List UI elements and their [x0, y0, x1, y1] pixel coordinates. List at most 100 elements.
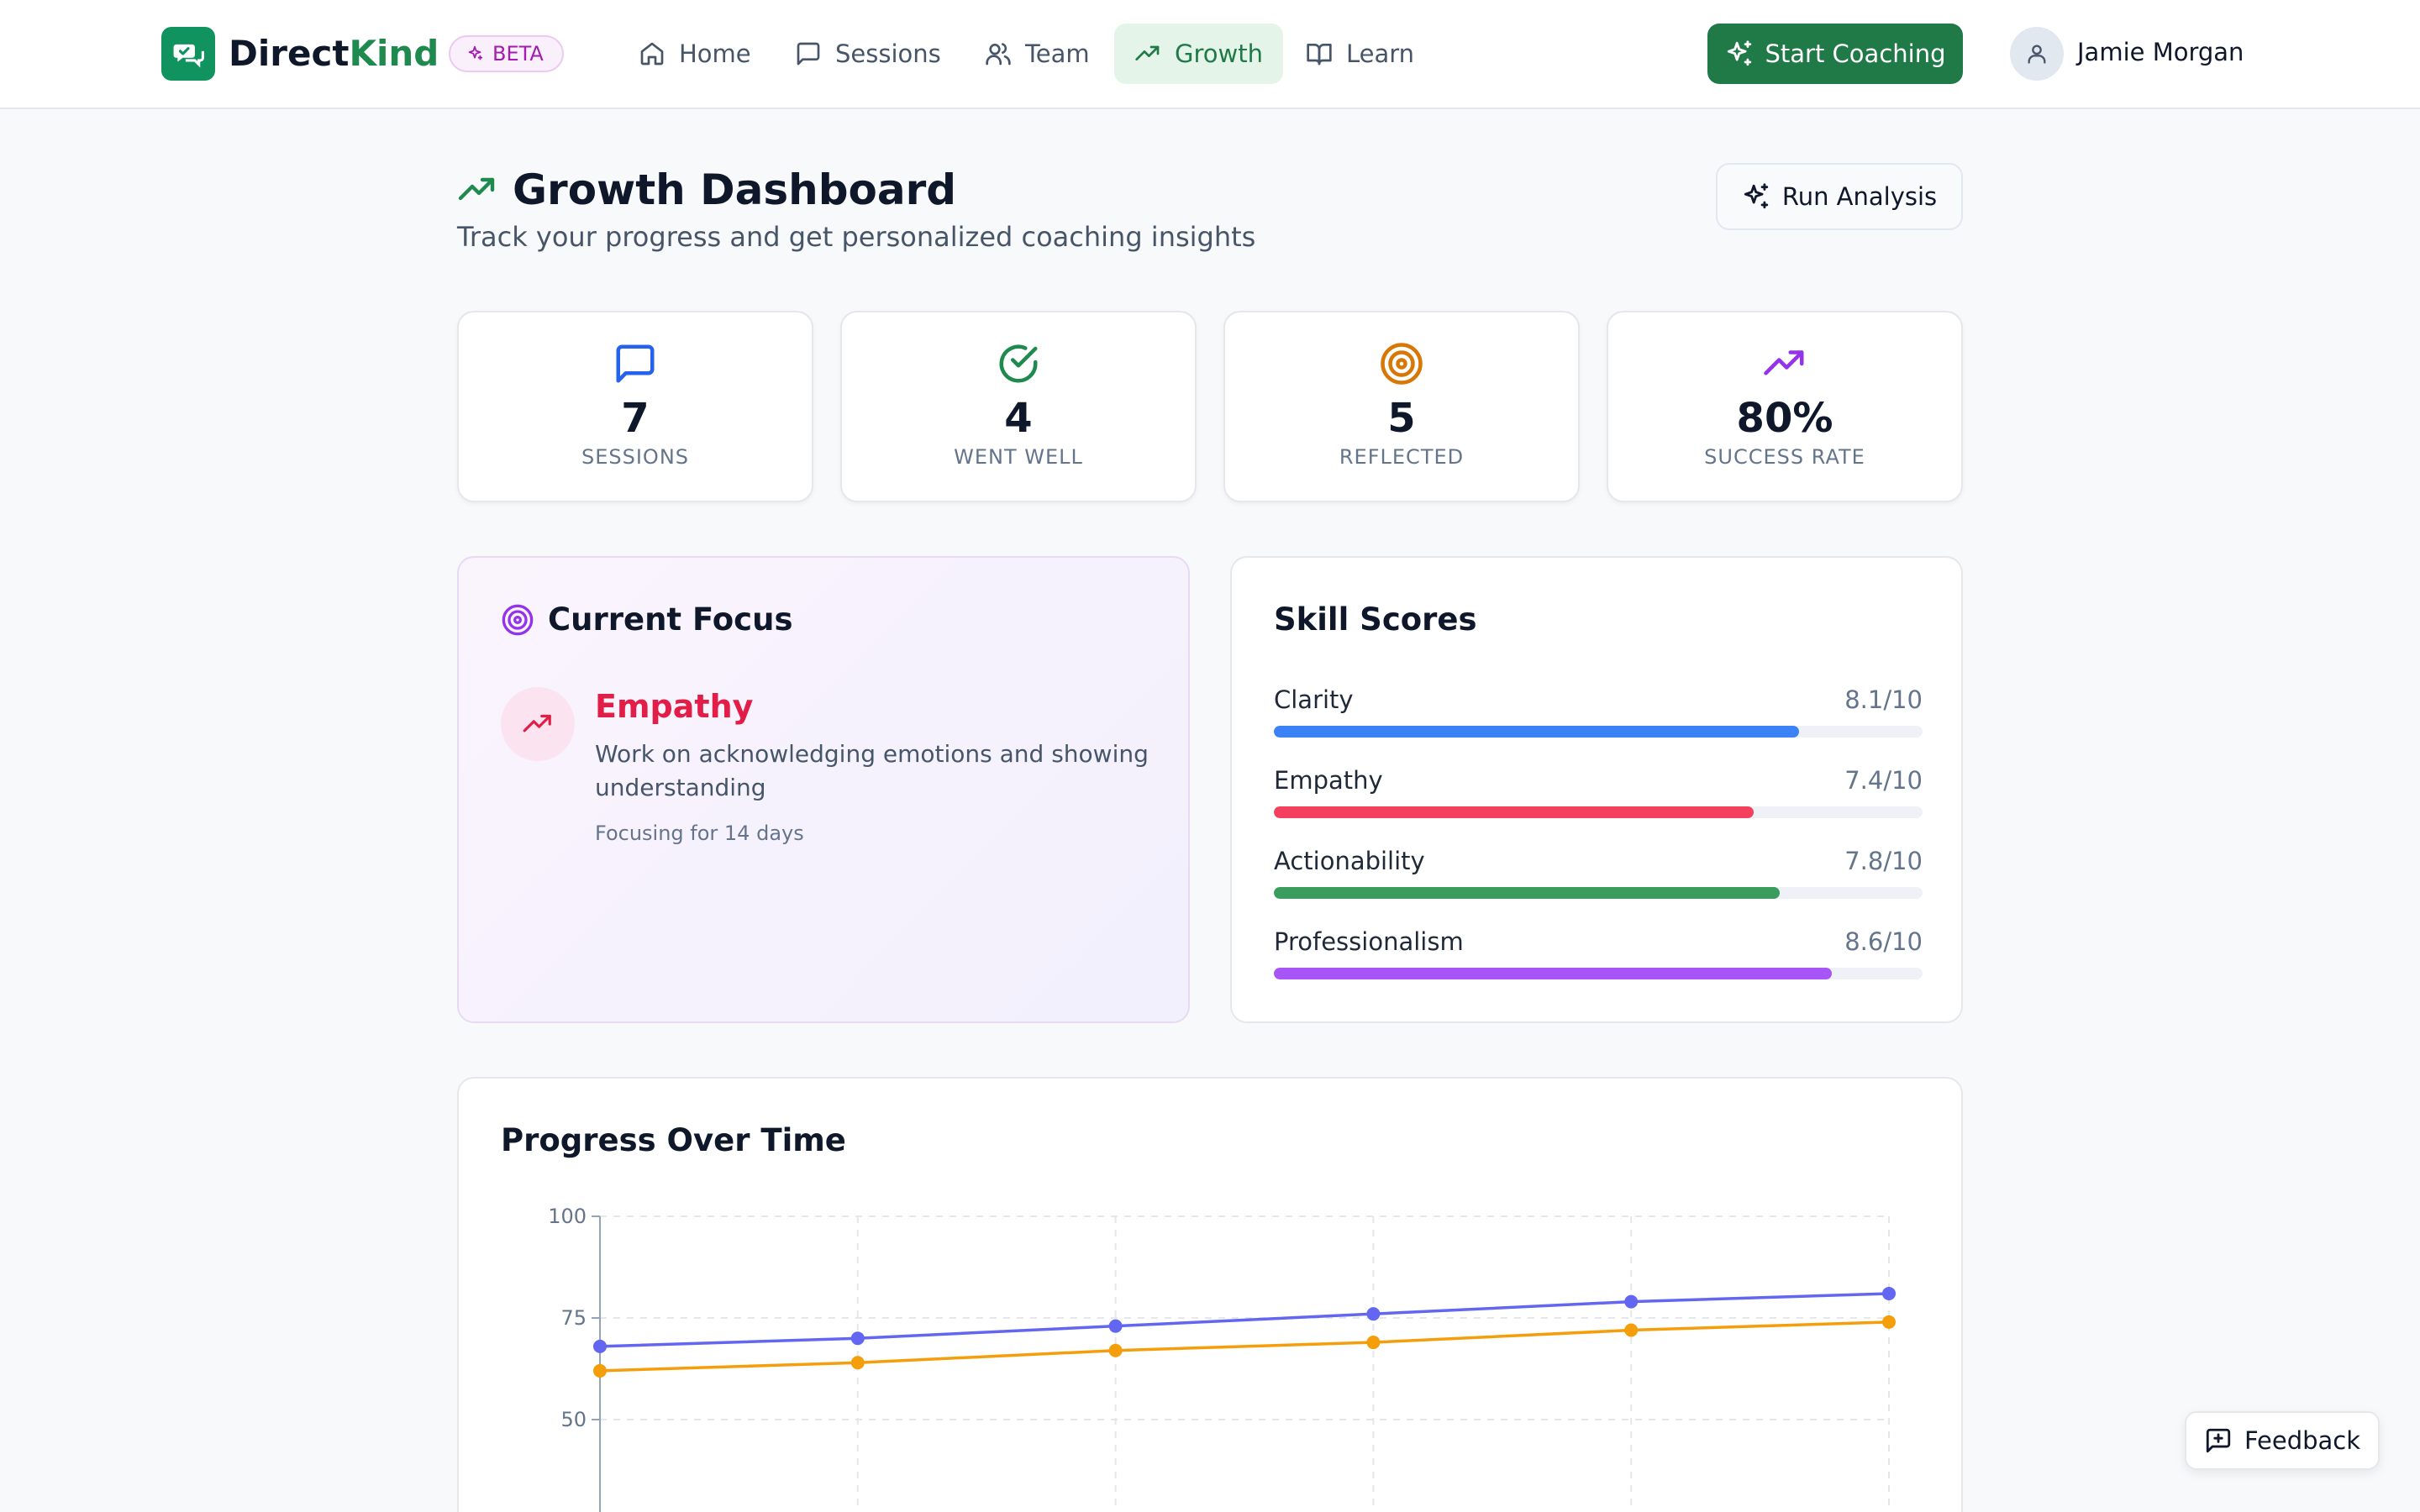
skill-score: 8.1/10 — [1844, 685, 1923, 714]
home-icon — [640, 42, 664, 66]
stat-value: 5 — [1387, 395, 1416, 442]
target-icon — [1381, 343, 1423, 385]
stat-label: SESSIONS — [581, 445, 690, 469]
nav-item-team[interactable]: Team — [965, 24, 1110, 84]
skill-row-empathy: Empathy 7.4/10 — [1274, 764, 1923, 818]
stat-card-success-rate: 80% SUCCESS RATE — [1607, 311, 1963, 502]
skill-row-actionability: Actionability 7.8/10 — [1274, 845, 1923, 899]
nav-label-growth: Growth — [1175, 39, 1263, 68]
skill-name: Empathy — [1274, 766, 1383, 795]
page-header: Growth Dashboard — [457, 165, 956, 215]
skill-bar-track — [1274, 726, 1923, 738]
current-focus-card: Current Focus Empathy Work on acknowledg… — [457, 556, 1190, 1023]
brand-name-part2: Kind — [349, 33, 439, 74]
chart-point-series-1 — [1882, 1286, 1896, 1300]
chart-point-series-2 — [850, 1356, 865, 1370]
skill-bar-fill — [1274, 968, 1832, 979]
chart-series-line-2 — [599, 1320, 1890, 1373]
chart-title: Progress Over Time — [501, 1122, 846, 1158]
brand-name[interactable]: DirectKind — [229, 30, 439, 77]
card-title: Current Focus — [548, 601, 793, 638]
nav-label-sessions: Sessions — [835, 39, 941, 68]
skill-bar-fill — [1274, 887, 1781, 899]
focus-description: Work on acknowledging emotions and showi… — [595, 740, 1149, 801]
skill-score: 8.6/10 — [1844, 927, 1923, 956]
chart-y-tick-label: 50 — [560, 1408, 587, 1431]
target-icon — [502, 604, 534, 636]
progress-over-time-card: Progress Over Time 100 75 50 25 — [457, 1077, 1963, 1512]
nav-item-growth[interactable]: Growth — [1114, 24, 1283, 84]
chart-point-series-1 — [1108, 1319, 1123, 1333]
brand-name-part1: Direct — [229, 33, 350, 74]
stat-label: WENT WELL — [954, 445, 1083, 469]
skill-score: 7.8/10 — [1844, 847, 1923, 875]
skill-row-professionalism: Professionalism 8.6/10 — [1274, 926, 1923, 979]
message-square-icon — [616, 344, 655, 383]
feedback-label: Feedback — [2244, 1426, 2361, 1455]
chart-point-series-2 — [1108, 1343, 1123, 1357]
trending-up-icon — [1764, 350, 1804, 375]
chart-point-series-2 — [1624, 1323, 1639, 1337]
skill-name: Professionalism — [1274, 927, 1464, 956]
skill-row-clarity: Clarity 8.1/10 — [1274, 684, 1923, 738]
focus-duration: Focusing for 14 days — [595, 822, 804, 845]
skill-scores-card: Skill Scores Clarity 8.1/10 Empathy 7.4/… — [1230, 556, 1963, 1023]
nav-label-team: Team — [1025, 39, 1090, 68]
chart-y-tick-label: 25 — [560, 1509, 587, 1512]
chart-point-series-1 — [850, 1331, 865, 1346]
sparkles-icon — [468, 45, 483, 60]
sparkles-icon — [1727, 40, 1751, 66]
skill-score: 7.4/10 — [1844, 766, 1923, 795]
nav-item-learn[interactable]: Learn — [1286, 24, 1434, 84]
check-circle-icon — [999, 344, 1038, 383]
users-icon — [986, 43, 1011, 66]
user-name[interactable]: Jamie Morgan — [2077, 38, 2244, 66]
stat-value: 7 — [621, 395, 650, 442]
stat-label: SUCCESS RATE — [1704, 445, 1865, 469]
chart-point-series-1 — [593, 1339, 607, 1353]
trending-up-icon — [458, 177, 495, 201]
logo-icon[interactable] — [161, 27, 215, 81]
chart-point-series-2 — [1882, 1315, 1896, 1329]
chart-series-line-1 — [599, 1292, 1890, 1348]
start-coaching-label: Start Coaching — [1765, 39, 1946, 68]
chart-point-series-1 — [1366, 1307, 1381, 1321]
skill-bar-fill — [1274, 726, 1800, 738]
nav-item-sessions[interactable]: Sessions — [775, 24, 961, 84]
skill-name: Actionability — [1274, 847, 1425, 875]
focus-skill-name: Empathy — [595, 688, 754, 725]
sparkles-icon — [1744, 183, 1769, 209]
chart-y-tick-label: 100 — [548, 1205, 587, 1228]
stat-label: REFLECTED — [1339, 445, 1465, 469]
message-square-icon — [797, 42, 820, 66]
card-title: Skill Scores — [1274, 601, 1477, 638]
nav-label-learn: Learn — [1346, 39, 1415, 68]
nav-item-home[interactable]: Home — [618, 24, 771, 84]
beta-label: BETA — [492, 42, 544, 66]
focus-skill-badge — [501, 687, 575, 761]
beta-badge: BETA — [449, 35, 564, 72]
skill-bar-track — [1274, 968, 1923, 979]
message-plus-icon — [2206, 1428, 2231, 1453]
start-coaching-button[interactable]: Start Coaching — [1707, 24, 1963, 84]
top-navigation-bar: DirectKind BETA Home Sessions Team Growt… — [0, 0, 2420, 109]
chart-point-series-2 — [593, 1363, 607, 1378]
skill-bar-track — [1274, 887, 1923, 899]
trending-up-icon — [523, 714, 551, 732]
page-subtitle: Track your progress and get personalized… — [457, 221, 1256, 253]
book-open-icon — [1307, 44, 1332, 66]
stat-value: 4 — [1004, 395, 1033, 442]
avatar[interactable] — [2010, 27, 2064, 81]
trending-up-icon — [1135, 45, 1160, 60]
skill-bar-track — [1274, 806, 1923, 818]
skill-bar-fill — [1274, 806, 1754, 818]
page-title: Growth Dashboard — [513, 165, 957, 214]
chart-y-tick-label: 75 — [560, 1306, 587, 1330]
feedback-button[interactable]: Feedback — [2185, 1411, 2380, 1470]
run-analysis-button[interactable]: Run Analysis — [1716, 163, 1963, 230]
nav-label-home: Home — [679, 39, 751, 68]
stat-card-reflected: 5 REFLECTED — [1223, 311, 1580, 502]
user-icon — [2028, 45, 2046, 64]
progress-line-chart: 100 75 50 25 — [548, 1205, 1896, 1512]
chart-point-series-1 — [1624, 1294, 1639, 1309]
